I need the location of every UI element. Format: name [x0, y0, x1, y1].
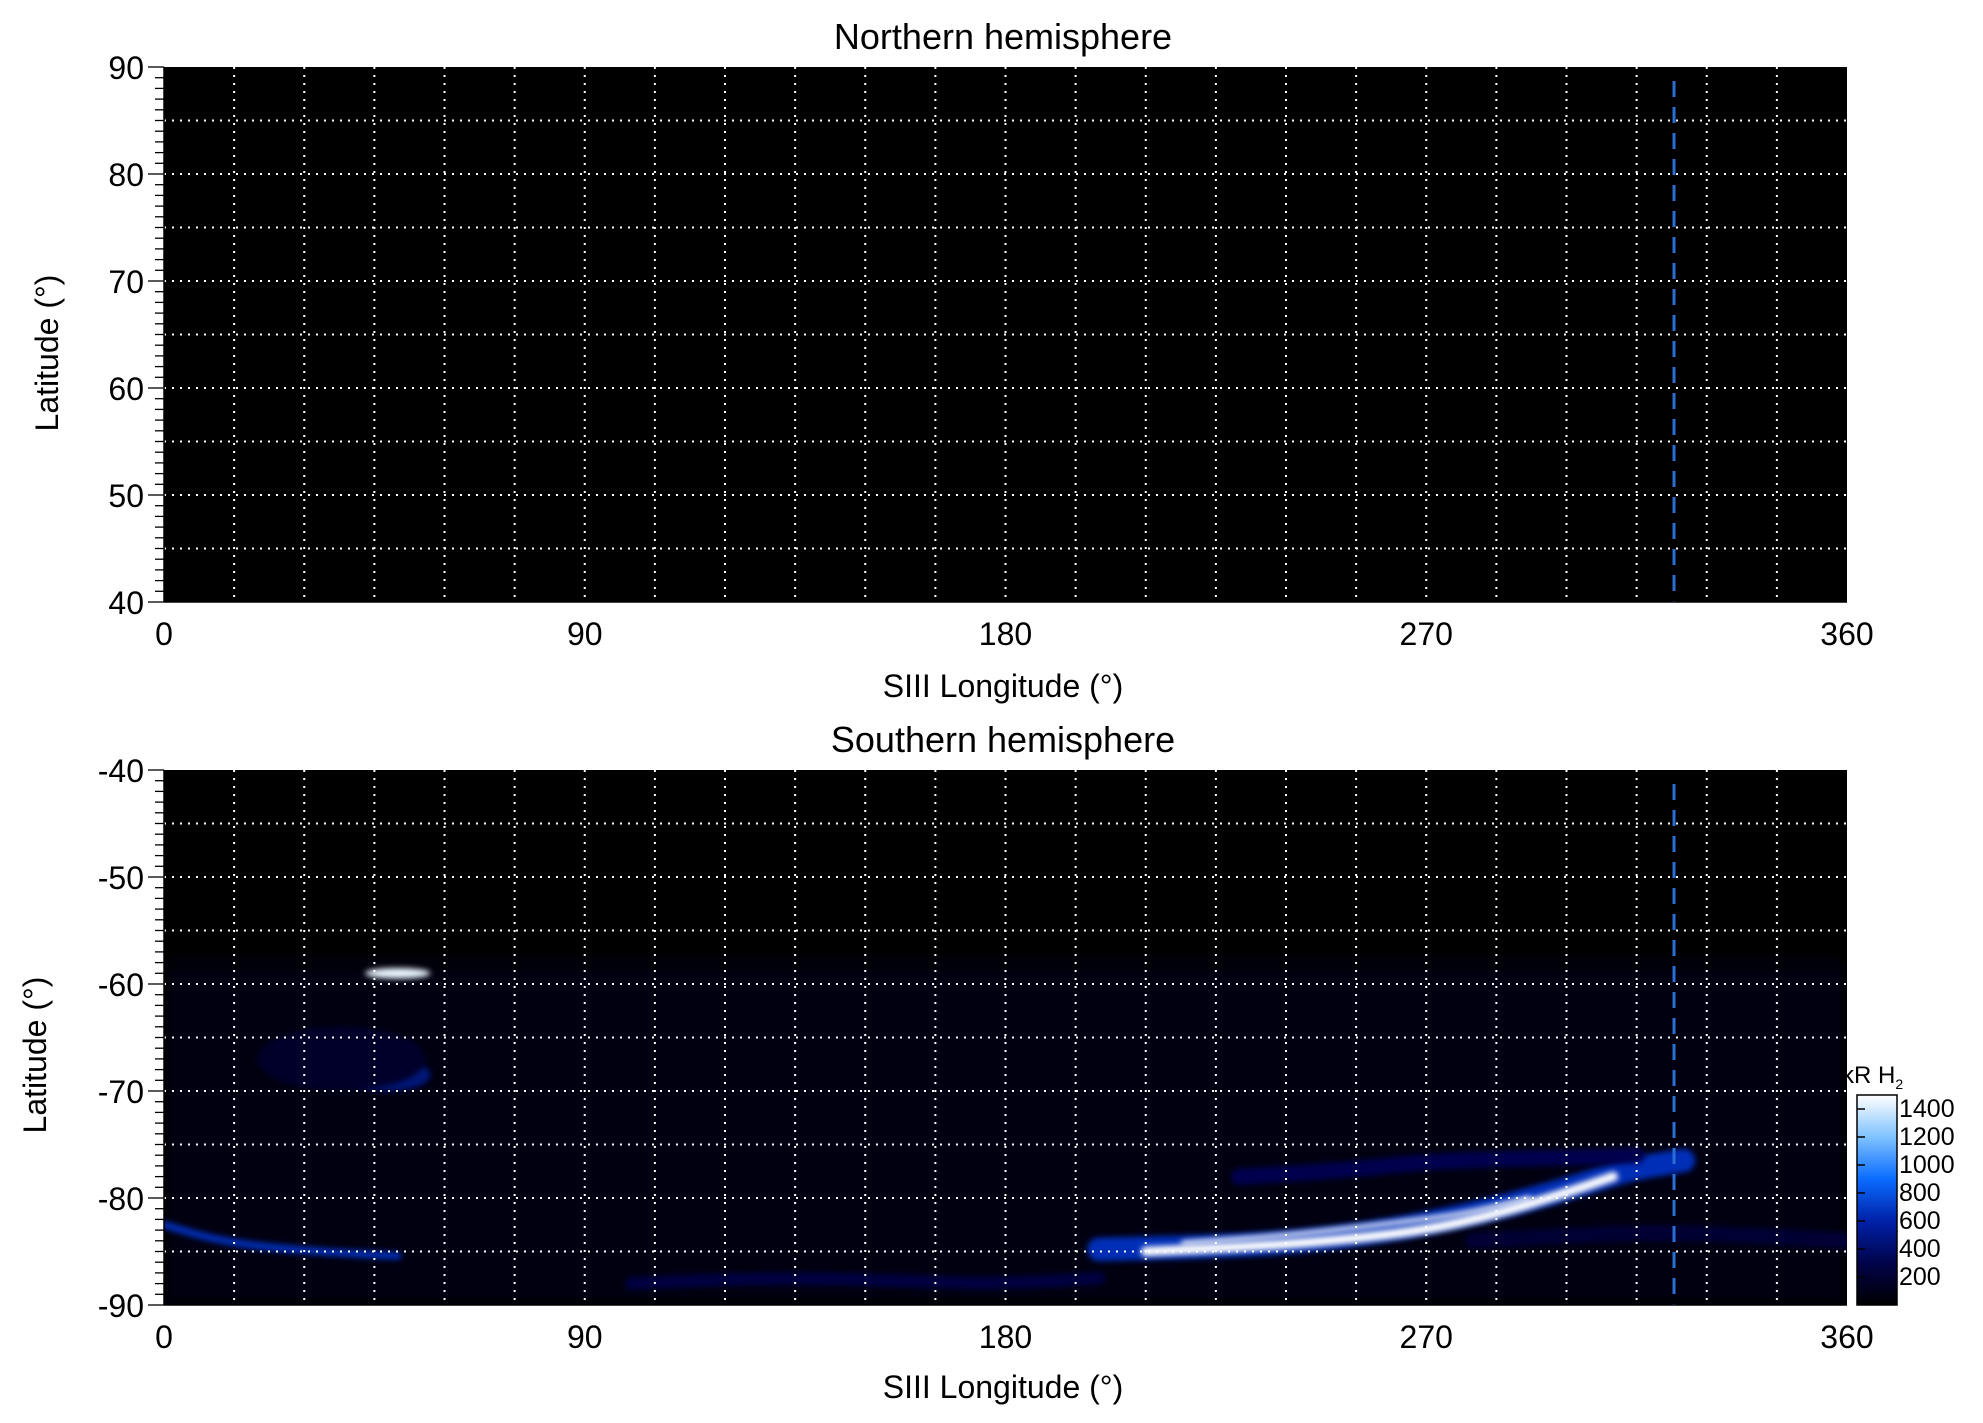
- x-axis-label: SIII Longitude (°): [883, 1369, 1123, 1405]
- y-tick-label: -50: [98, 860, 144, 896]
- emission-spot: [257, 1026, 426, 1091]
- x-axis-label: SIII Longitude (°): [883, 668, 1123, 704]
- colorbar-tick-label: 800: [1899, 1179, 1941, 1207]
- y-axis-label: Latitude (°): [17, 977, 53, 1134]
- auroral-arc: [1140, 1171, 1619, 1257]
- grid: [164, 770, 1847, 1305]
- colorbar-tick-label: 200: [1899, 1263, 1941, 1291]
- y-tick-label: 40: [108, 585, 144, 621]
- auroral-arc: [1231, 1147, 1645, 1185]
- emission-spot: [365, 967, 431, 979]
- colorbar-tick-label: 400: [1899, 1235, 1941, 1263]
- colorbar-label: kR H2: [1842, 1062, 1903, 1092]
- colorbar-label-main: kR H: [1842, 1062, 1895, 1089]
- x-tick-label: 270: [1400, 616, 1453, 652]
- y-tick-label: 60: [108, 371, 144, 407]
- x-tick-label: 90: [567, 1319, 603, 1355]
- x-tick-label: 0: [155, 1319, 173, 1355]
- auroral-arc: [625, 1271, 1106, 1291]
- diffuse-emission: [164, 962, 1847, 1305]
- y-tick-label: -80: [98, 1181, 144, 1217]
- y-tick-label: 50: [108, 478, 144, 514]
- x-tick-label: 180: [979, 1319, 1032, 1355]
- emission-layer: [164, 962, 1847, 1305]
- auroral-arc: [1181, 1195, 1532, 1246]
- y-tick-label: 80: [108, 157, 144, 193]
- colorbar-tick-label: 1400: [1899, 1095, 1955, 1123]
- colorbar-label-subscript: 2: [1895, 1076, 1903, 1092]
- y-tick-label: 90: [108, 50, 144, 86]
- y-tick-label: -90: [98, 1288, 144, 1324]
- x-tick-label: 360: [1820, 1319, 1873, 1355]
- southern-panel: Southern hemisphere SIII Longitude (°) L…: [17, 719, 1874, 1405]
- y-axis-label: Latitude (°): [29, 275, 65, 432]
- grid: [164, 67, 1847, 602]
- colorbar-tick-label: 1200: [1899, 1123, 1955, 1151]
- colorbar-tick-label: 1000: [1899, 1151, 1955, 1179]
- x-tick-label: 360: [1820, 616, 1873, 652]
- colorbar-gradient: [1856, 1094, 1898, 1306]
- y-tick-label: 70: [108, 264, 144, 300]
- y-tick-label: -40: [98, 753, 144, 789]
- panel-title: Southern hemisphere: [831, 719, 1175, 760]
- northern-panel: Northern hemisphere SIII Longitude (°) L…: [29, 16, 1874, 704]
- auroral-arc: [164, 1221, 402, 1260]
- panel-title: Northern hemisphere: [834, 16, 1172, 57]
- y-tick-label: -70: [98, 1074, 144, 1110]
- y-tick-label: -60: [98, 967, 144, 1003]
- x-tick-label: 270: [1400, 1319, 1453, 1355]
- x-tick-label: 90: [567, 616, 603, 652]
- colorbar-tick-label: 600: [1899, 1207, 1941, 1235]
- auroral-arc: [1464, 1225, 1847, 1249]
- x-tick-label: 0: [155, 616, 173, 652]
- x-tick-label: 180: [979, 616, 1032, 652]
